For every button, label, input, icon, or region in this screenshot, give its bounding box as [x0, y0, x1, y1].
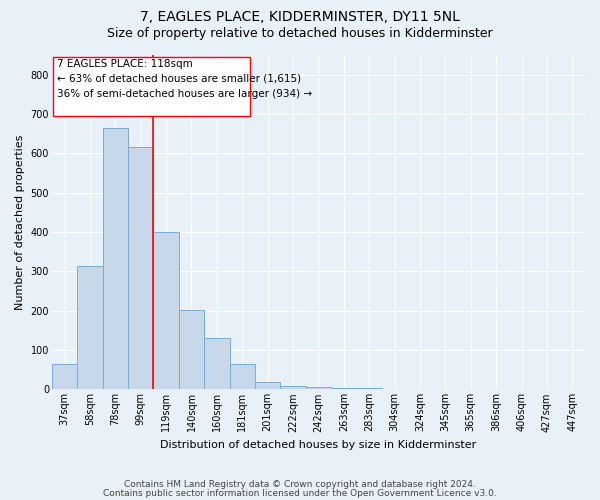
Text: 7 EAGLES PLACE: 118sqm: 7 EAGLES PLACE: 118sqm [57, 59, 193, 69]
Bar [560, 388, 585, 390]
Bar [331, 388, 356, 390]
Text: ← 63% of detached houses are smaller (1,615): ← 63% of detached houses are smaller (1,… [57, 74, 301, 84]
Bar [77, 266, 103, 390]
Y-axis label: Number of detached properties: Number of detached properties [15, 134, 25, 310]
FancyBboxPatch shape [53, 57, 250, 116]
Bar [280, 386, 306, 390]
Text: 7, EAGLES PLACE, KIDDERMINSTER, DY11 5NL: 7, EAGLES PLACE, KIDDERMINSTER, DY11 5NL [140, 10, 460, 24]
Bar [52, 364, 77, 390]
Bar [103, 128, 128, 390]
X-axis label: Distribution of detached houses by size in Kidderminster: Distribution of detached houses by size … [160, 440, 476, 450]
Bar [382, 388, 407, 390]
Bar [306, 388, 331, 390]
Bar [179, 310, 204, 390]
Bar [230, 364, 255, 390]
Bar [356, 388, 382, 390]
Bar [255, 382, 280, 390]
Bar [154, 232, 179, 390]
Text: 36% of semi-detached houses are larger (934) →: 36% of semi-detached houses are larger (… [57, 89, 312, 99]
Text: Size of property relative to detached houses in Kidderminster: Size of property relative to detached ho… [107, 28, 493, 40]
Text: Contains HM Land Registry data © Crown copyright and database right 2024.: Contains HM Land Registry data © Crown c… [124, 480, 476, 489]
Bar [204, 338, 230, 390]
Bar [128, 146, 154, 390]
Text: Contains public sector information licensed under the Open Government Licence v3: Contains public sector information licen… [103, 490, 497, 498]
